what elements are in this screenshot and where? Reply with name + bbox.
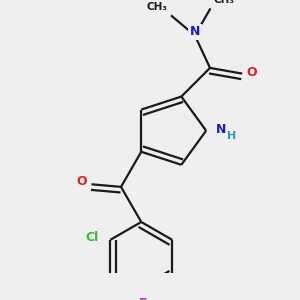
Text: CH₃: CH₃ bbox=[214, 0, 235, 5]
Text: O: O bbox=[246, 67, 257, 80]
Text: Cl: Cl bbox=[85, 231, 98, 244]
Text: N: N bbox=[190, 25, 200, 38]
Text: F: F bbox=[139, 296, 147, 300]
Text: CH₃: CH₃ bbox=[147, 2, 168, 12]
Text: N: N bbox=[216, 123, 226, 136]
Text: O: O bbox=[76, 175, 87, 188]
Text: H: H bbox=[227, 131, 237, 141]
